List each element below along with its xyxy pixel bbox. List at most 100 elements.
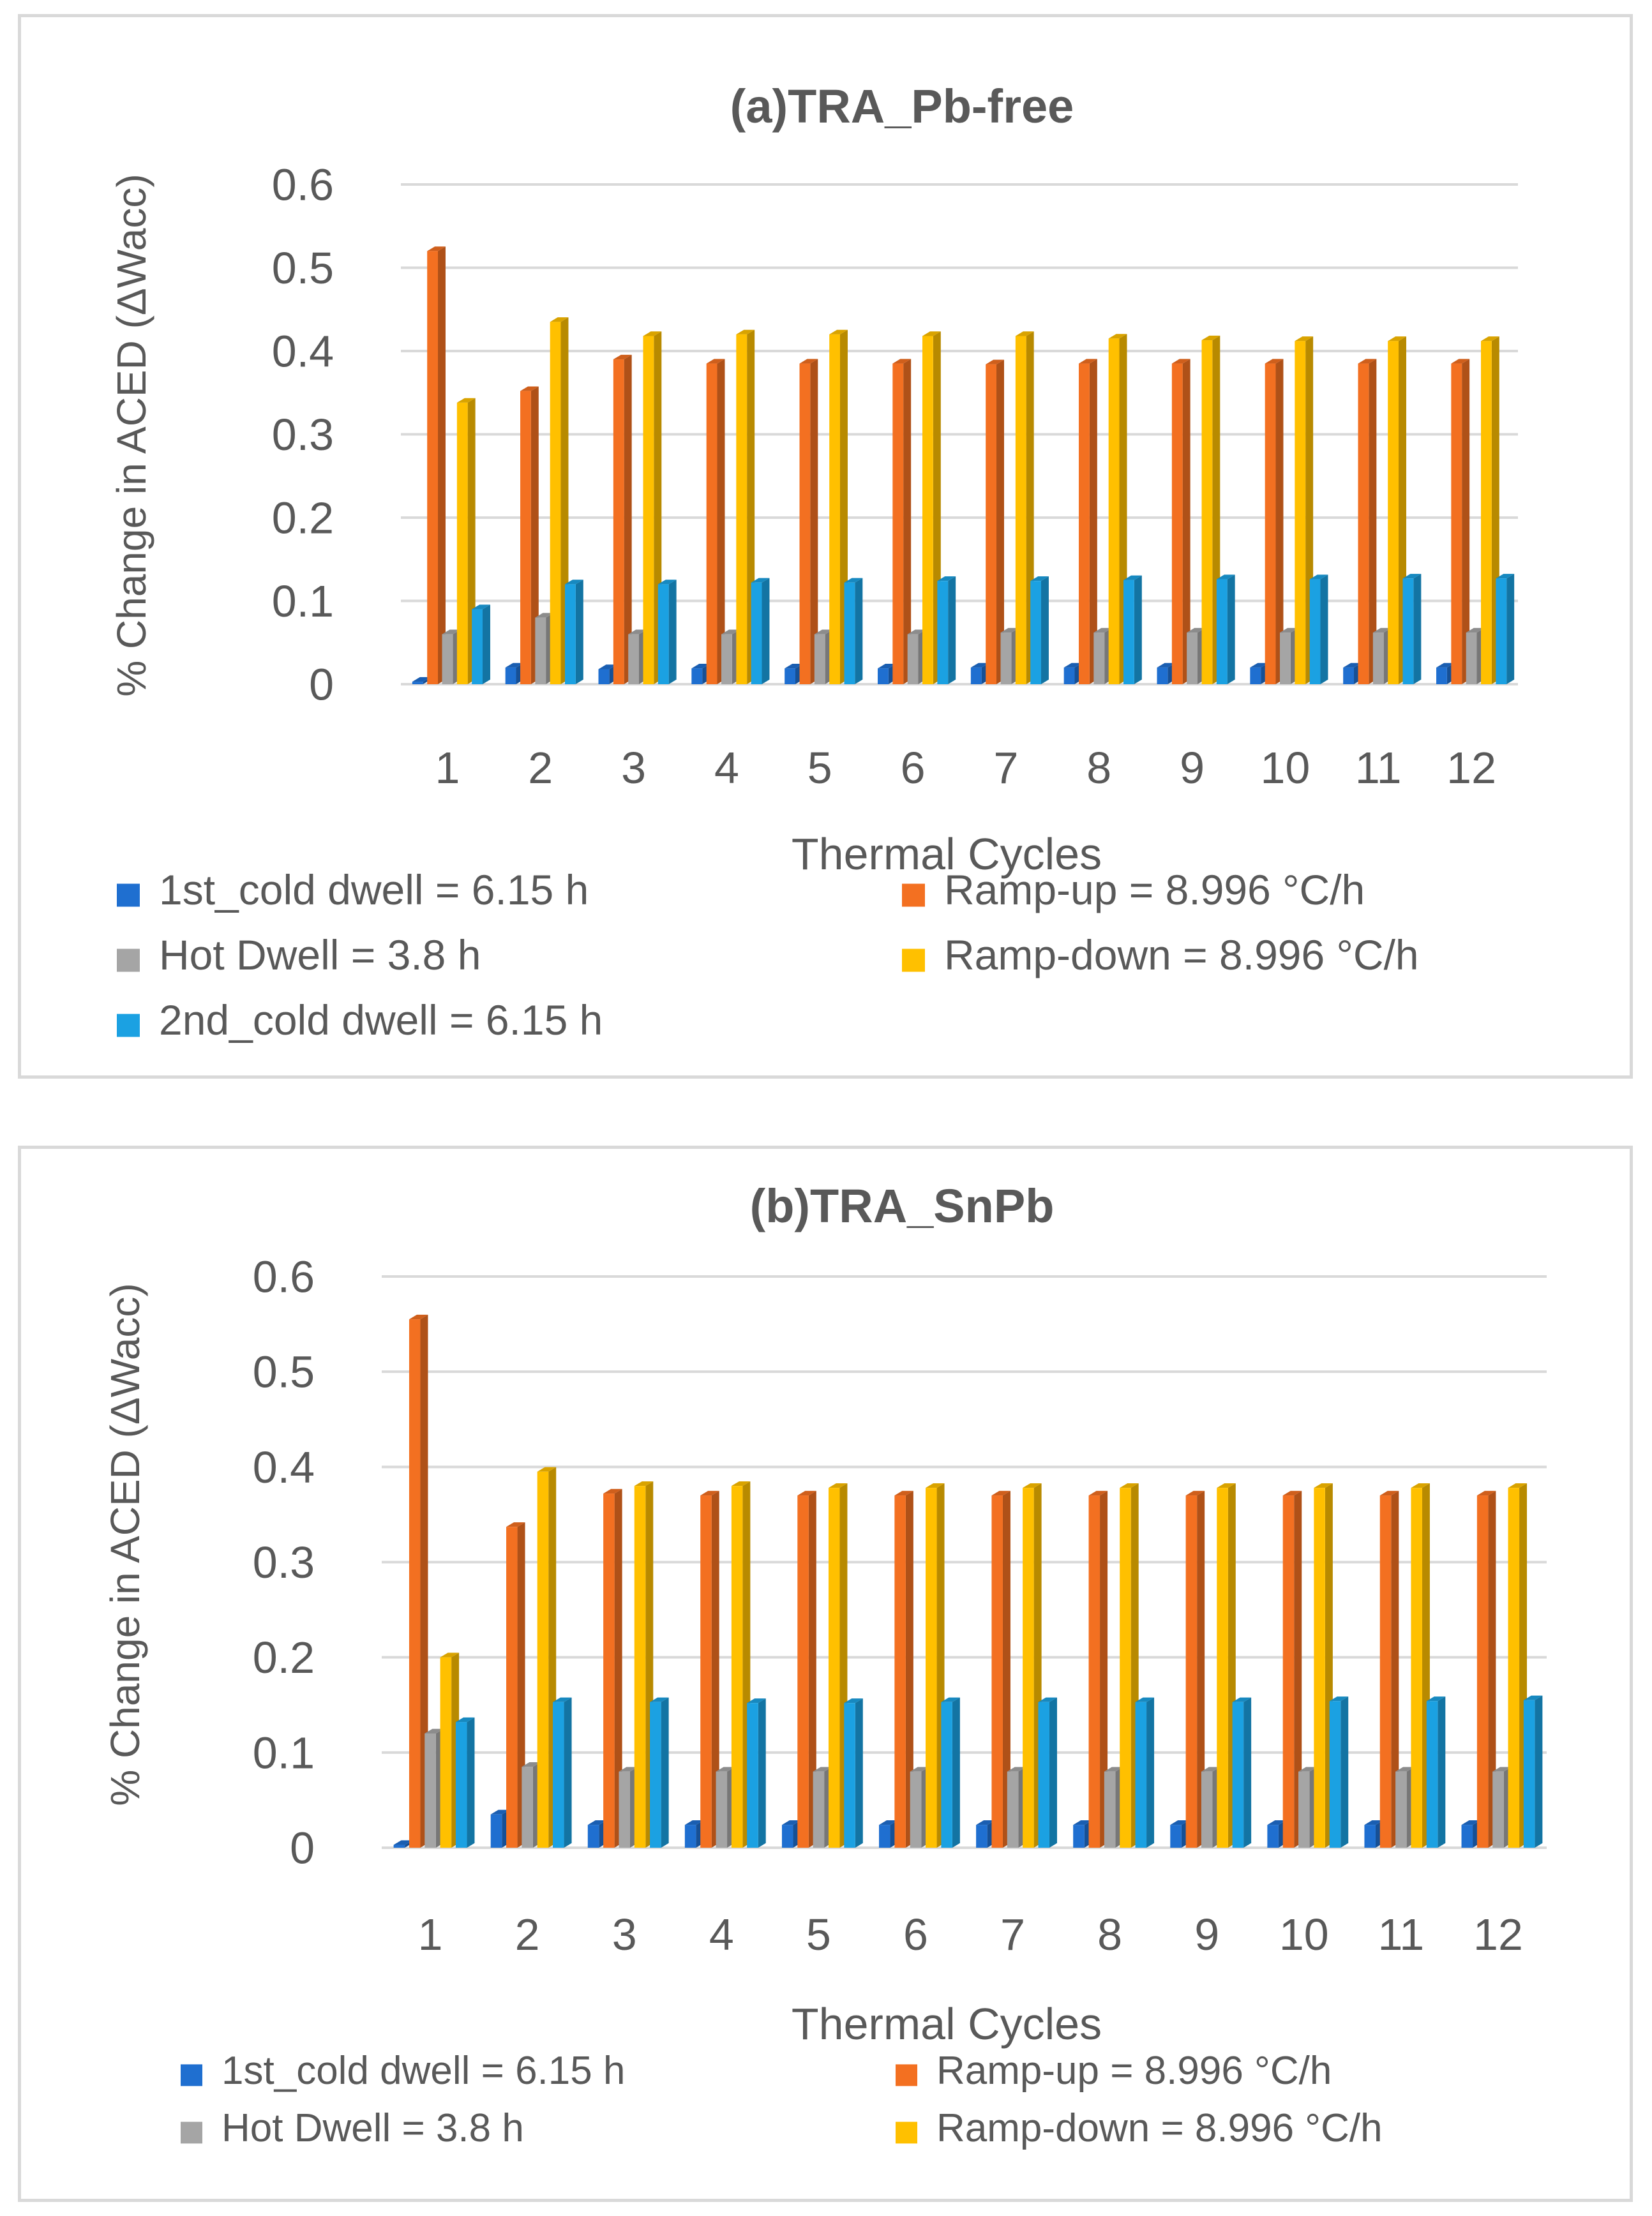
- bar-top: [1492, 1767, 1512, 1772]
- bar-top: [1030, 576, 1049, 581]
- bar-side: [437, 246, 446, 684]
- bar: [565, 584, 576, 684]
- bar-top: [721, 629, 740, 634]
- bar: [941, 1702, 952, 1848]
- legend-swatch: [181, 2064, 202, 2086]
- bar: [1108, 338, 1120, 684]
- bar-side: [420, 1314, 428, 1848]
- bar-top: [1476, 1490, 1496, 1496]
- bar: [716, 1771, 728, 1848]
- bar: [892, 363, 904, 684]
- bar: [442, 634, 453, 684]
- bar-top: [456, 398, 476, 403]
- x-tick-label: 6: [901, 743, 926, 793]
- y-tick-label: 0.5: [253, 1347, 315, 1397]
- bar-side: [1100, 1490, 1108, 1848]
- bar: [1461, 1825, 1473, 1848]
- y-tick-label: 0: [290, 1823, 315, 1873]
- y-tick-label: 0.3: [272, 410, 334, 460]
- legend-label: Ramp-down = 8.996 °C/h: [944, 931, 1419, 978]
- bar-top: [393, 1840, 413, 1845]
- bar: [1343, 667, 1354, 684]
- bar: [797, 1495, 809, 1848]
- bar-top: [1451, 359, 1470, 364]
- bar: [1411, 1488, 1422, 1848]
- bar: [472, 609, 483, 684]
- bar-top: [442, 629, 461, 634]
- bar-side: [1146, 1697, 1155, 1848]
- x-tick-label: 11: [1355, 743, 1402, 793]
- bar-side: [717, 359, 725, 684]
- chart-panel-b: (b)TRA_SnPb 0 0.1 0.2 0.3 0.4 0.5 0.6 1 2 3 4 5 6 7 8 9 1…: [18, 1146, 1633, 2202]
- bar-top: [1436, 663, 1455, 668]
- y-tick-label: 0.6: [272, 160, 334, 210]
- bar: [1073, 1825, 1085, 1848]
- bar-top: [1250, 663, 1269, 668]
- bar-side: [810, 359, 818, 684]
- x-tick-label: 2: [515, 1910, 540, 1959]
- bar: [976, 1825, 987, 1848]
- bar-top: [813, 1767, 832, 1772]
- chart-title: (b)TRA_SnPb: [750, 1179, 1055, 1232]
- bar-top: [657, 580, 677, 585]
- legend-label: Ramp-up = 8.996 °C/h: [936, 2049, 1332, 2093]
- bar: [1185, 1495, 1198, 1848]
- bar: [814, 634, 825, 684]
- bar: [657, 584, 669, 684]
- x-tick-label: 10: [1279, 1910, 1329, 1959]
- bar-top: [613, 354, 632, 360]
- bar-top: [1000, 627, 1019, 633]
- x-tick-label: 9: [1194, 1910, 1219, 1959]
- bar: [1187, 633, 1198, 684]
- bar: [828, 1488, 840, 1848]
- bar: [603, 1494, 615, 1848]
- bar-top: [634, 1481, 654, 1486]
- x-tick-label: 5: [807, 743, 832, 793]
- legend-swatch: [896, 2122, 917, 2144]
- bar: [598, 669, 610, 684]
- bar-top: [1372, 627, 1392, 633]
- bar-top: [1079, 359, 1097, 364]
- bar: [1267, 1825, 1279, 1848]
- bar: [1120, 1488, 1131, 1848]
- bar-side: [903, 359, 912, 684]
- bar: [751, 582, 762, 684]
- bar-top: [643, 331, 662, 336]
- bar: [1093, 633, 1105, 684]
- bar: [1379, 1495, 1392, 1848]
- legend-label: 1st_cold dwell = 6.15 h: [159, 866, 589, 913]
- bar: [537, 1471, 549, 1848]
- bar-top: [736, 329, 755, 334]
- bar-side: [1049, 1697, 1057, 1848]
- bar-top: [1063, 663, 1083, 668]
- bar: [1364, 1825, 1376, 1848]
- bar: [1023, 1488, 1034, 1848]
- bar-top: [879, 1820, 898, 1825]
- bar: [393, 1845, 405, 1848]
- bar: [424, 1733, 436, 1848]
- bar-side: [855, 578, 863, 684]
- legend-label: 2nd_cold dwell = 6.15 h: [159, 996, 603, 1044]
- bar-top: [550, 317, 569, 322]
- bar: [829, 334, 840, 684]
- bar-top: [598, 664, 617, 670]
- bar-top: [1157, 663, 1176, 668]
- bar: [721, 634, 732, 684]
- bar-side: [661, 1697, 669, 1848]
- bar-top: [1007, 1767, 1026, 1772]
- bar-top: [1232, 1697, 1252, 1702]
- bar: [844, 1703, 855, 1848]
- bar: [1104, 1771, 1116, 1848]
- y-tick-label: 0.1: [253, 1728, 315, 1778]
- bar: [781, 1825, 793, 1848]
- bar-top: [1123, 575, 1142, 580]
- bar-side: [1227, 574, 1235, 684]
- bar-side: [1506, 574, 1515, 684]
- bar-side: [668, 580, 677, 684]
- x-tick-label: 5: [806, 1910, 831, 1959]
- bar-top: [409, 1314, 428, 1320]
- bar: [1476, 1495, 1489, 1848]
- bar-side: [952, 1697, 960, 1848]
- bar: [1496, 578, 1507, 684]
